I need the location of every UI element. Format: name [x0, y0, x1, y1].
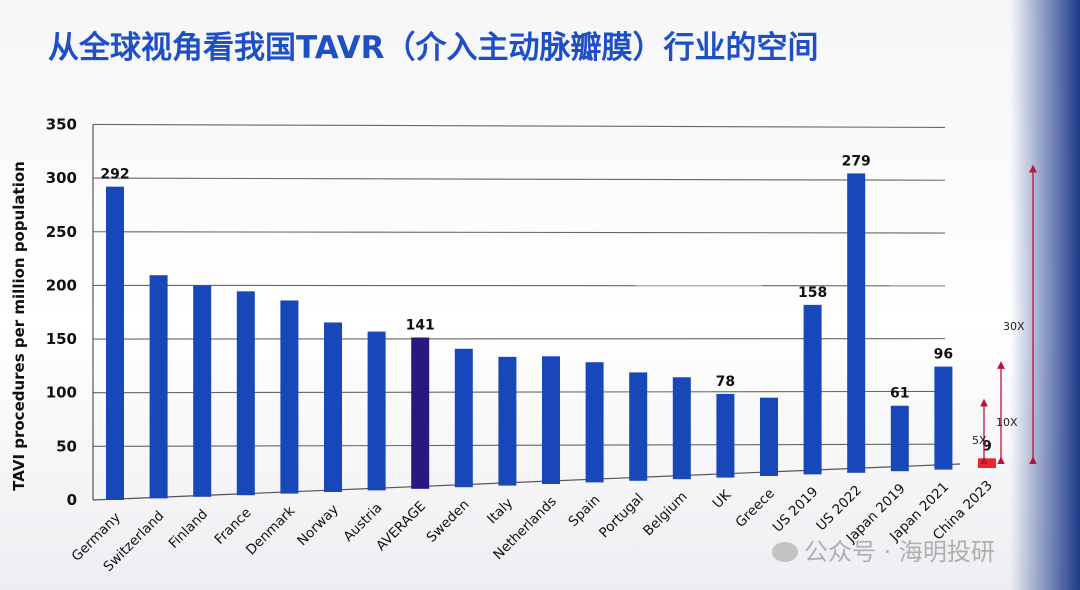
category-label: Italy	[484, 495, 516, 527]
bar-us-2022	[847, 173, 866, 473]
bar-japan-2021	[934, 366, 953, 470]
bar-switzerland	[149, 275, 168, 499]
multiplier-annotations: 5X 10X 30X	[972, 164, 1037, 465]
bar-spain	[585, 362, 604, 483]
y-tick-label: 250	[46, 223, 77, 241]
bars	[106, 173, 996, 500]
y-tick-label: 0	[67, 491, 77, 509]
bar-belgium	[672, 377, 691, 480]
wechat-icon	[772, 542, 798, 562]
bar-netherlands	[542, 356, 560, 484]
gridline-350	[92, 123, 946, 128]
data-label: 78	[716, 374, 735, 390]
category-label: Norway	[294, 502, 342, 550]
bar-italy	[498, 356, 517, 486]
data-label: 292	[100, 167, 129, 183]
bar-portugal	[629, 372, 648, 481]
gridline-50	[92, 443, 946, 447]
bar-germany	[106, 186, 124, 500]
x-axis-line	[92, 463, 961, 501]
category-label: AVERAGE	[373, 498, 429, 554]
gridline-300	[92, 177, 946, 181]
watermark: 公众号 · 海明投研	[772, 532, 995, 567]
gridlines	[92, 123, 946, 447]
data-label: 61	[890, 386, 909, 402]
bar-sweden	[454, 348, 473, 488]
gridline-250	[92, 231, 946, 234]
multiplier-label: 10X	[996, 416, 1018, 429]
data-label: 158	[798, 285, 827, 301]
bar-finland	[193, 285, 212, 497]
y-tick-label: 100	[46, 384, 77, 402]
gridline-100	[92, 390, 946, 394]
category-label: Belgium	[640, 489, 690, 539]
y-tick-label: 350	[46, 115, 77, 133]
category-label: Portugal	[596, 490, 647, 541]
y-tick-label: 50	[56, 437, 77, 455]
slide-edge-shadow	[1010, 0, 1080, 590]
bar-norway	[324, 322, 342, 492]
y-tick-label: 200	[46, 276, 77, 294]
category-label: Denmark	[243, 503, 298, 558]
bar-austria	[367, 331, 386, 491]
bar-japan-2019	[890, 405, 909, 472]
multiplier-label: 5X	[972, 434, 987, 447]
data-label: 279	[842, 153, 871, 169]
watermark-text: 公众号 · 海明投研	[804, 538, 995, 566]
category-label: Spain	[565, 492, 603, 530]
bar-france	[236, 291, 255, 496]
y-axis: 0 50 100 150 200 250 300 350	[46, 115, 961, 509]
bar-greece	[760, 397, 778, 476]
slide-title: 从全球视角看我国TAVR（介入主动脉瓣膜）行业的空间	[48, 30, 819, 66]
category-label: Finland	[166, 506, 211, 551]
bar-us-2019	[803, 304, 822, 475]
bar-average	[411, 337, 430, 489]
y-axis-label: TAVI procedures per million population	[10, 161, 28, 491]
y-tick-label: 300	[46, 169, 77, 187]
multiplier-label: 30X	[1003, 320, 1025, 333]
bar-uk	[716, 393, 735, 478]
data-label: 96	[934, 347, 953, 363]
category-label: UK	[710, 486, 735, 511]
data-label: 141	[406, 318, 435, 334]
bar-china-2023	[978, 458, 996, 468]
category-label: US 2019	[770, 484, 822, 536]
y-tick-label: 150	[46, 330, 77, 348]
bar-denmark	[280, 300, 299, 494]
category-label: Sweden	[424, 497, 473, 546]
